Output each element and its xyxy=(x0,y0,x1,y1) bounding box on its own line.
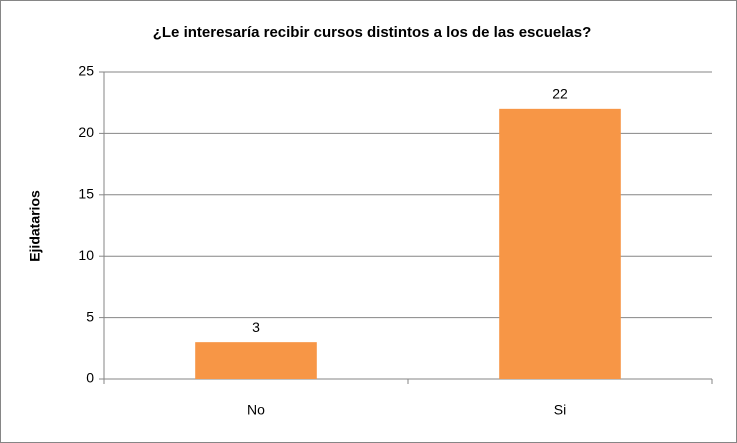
chart-title: ¿Le interesaría recibir cursos distintos… xyxy=(153,24,592,41)
x-tick-label: Si xyxy=(554,402,566,418)
bar xyxy=(499,108,621,379)
y-tick-label: 5 xyxy=(86,308,94,324)
x-tick-label: No xyxy=(247,402,265,418)
y-tick-label: 15 xyxy=(78,186,94,202)
bar xyxy=(195,342,317,379)
data-label: 3 xyxy=(252,319,260,335)
y-tick-label: 20 xyxy=(78,124,94,140)
y-axis-label: Ejidatarios xyxy=(27,190,43,262)
y-tick-label: 10 xyxy=(78,247,94,263)
y-tick-label: 0 xyxy=(86,370,94,386)
data-label: 22 xyxy=(552,86,568,102)
y-tick-label: 25 xyxy=(78,63,94,79)
